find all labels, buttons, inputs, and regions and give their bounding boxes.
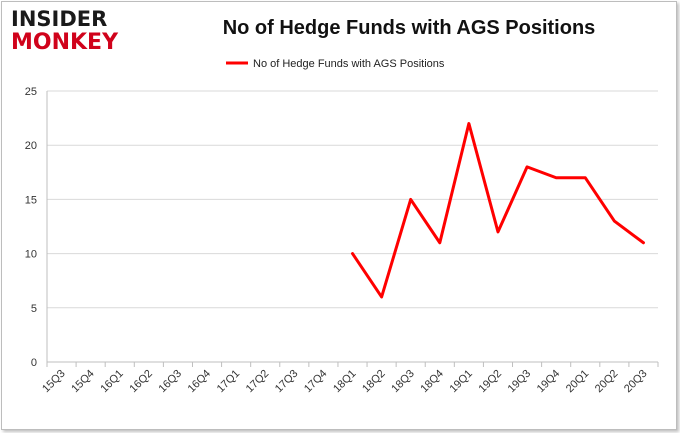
x-tick-label: 18Q4 (418, 368, 446, 396)
x-tick-label: 20Q3 (622, 368, 650, 396)
x-tick-label: 16Q3 (157, 368, 185, 396)
insider-monkey-logo: INSIDER MONKEY (11, 8, 131, 58)
y-tick-label: 5 (31, 303, 37, 315)
y-tick-label: 20 (25, 140, 37, 152)
chart-title: No of Hedge Funds with AGS Positions (222, 17, 596, 39)
y-tick-label: 0 (31, 357, 37, 369)
x-tick-label: 19Q3 (506, 368, 534, 396)
x-tick-label: 18Q2 (360, 368, 388, 396)
x-tick-label: 17Q2 (244, 368, 272, 396)
legend: No of Hedge Funds with AGS Positions (226, 58, 445, 70)
x-tick-label: 17Q4 (302, 368, 330, 396)
gridlines (47, 90, 658, 363)
x-tick-label: 16Q2 (127, 368, 155, 396)
x-tick-label: 15Q3 (40, 368, 68, 396)
logo-text-monkey: MONKEY (11, 30, 119, 55)
x-tick-label: 19Q4 (535, 368, 563, 396)
y-tick-label: 25 (25, 86, 37, 98)
x-tick-label: 18Q3 (389, 368, 417, 396)
x-tick-label: 16Q1 (98, 368, 126, 396)
y-tick-label: 15 (25, 194, 37, 206)
x-tick-label: 19Q2 (477, 368, 505, 396)
x-tick-label: 18Q1 (331, 368, 359, 396)
series-line (351, 122, 645, 299)
logo-text-insider: INSIDER (11, 7, 108, 31)
x-tick-label: 20Q1 (564, 368, 592, 396)
x-tick-label: 20Q2 (593, 368, 621, 396)
x-tick-label: 17Q1 (215, 368, 243, 396)
x-tick-label: 15Q4 (69, 368, 97, 396)
x-tick-label: 17Q3 (273, 368, 301, 396)
x-tick-label: 16Q4 (186, 368, 214, 396)
legend-label: No of Hedge Funds with AGS Positions (253, 58, 445, 70)
y-tick-label: 10 (25, 249, 37, 261)
x-tick-label: 19Q1 (447, 368, 475, 396)
series-layer (351, 122, 645, 299)
